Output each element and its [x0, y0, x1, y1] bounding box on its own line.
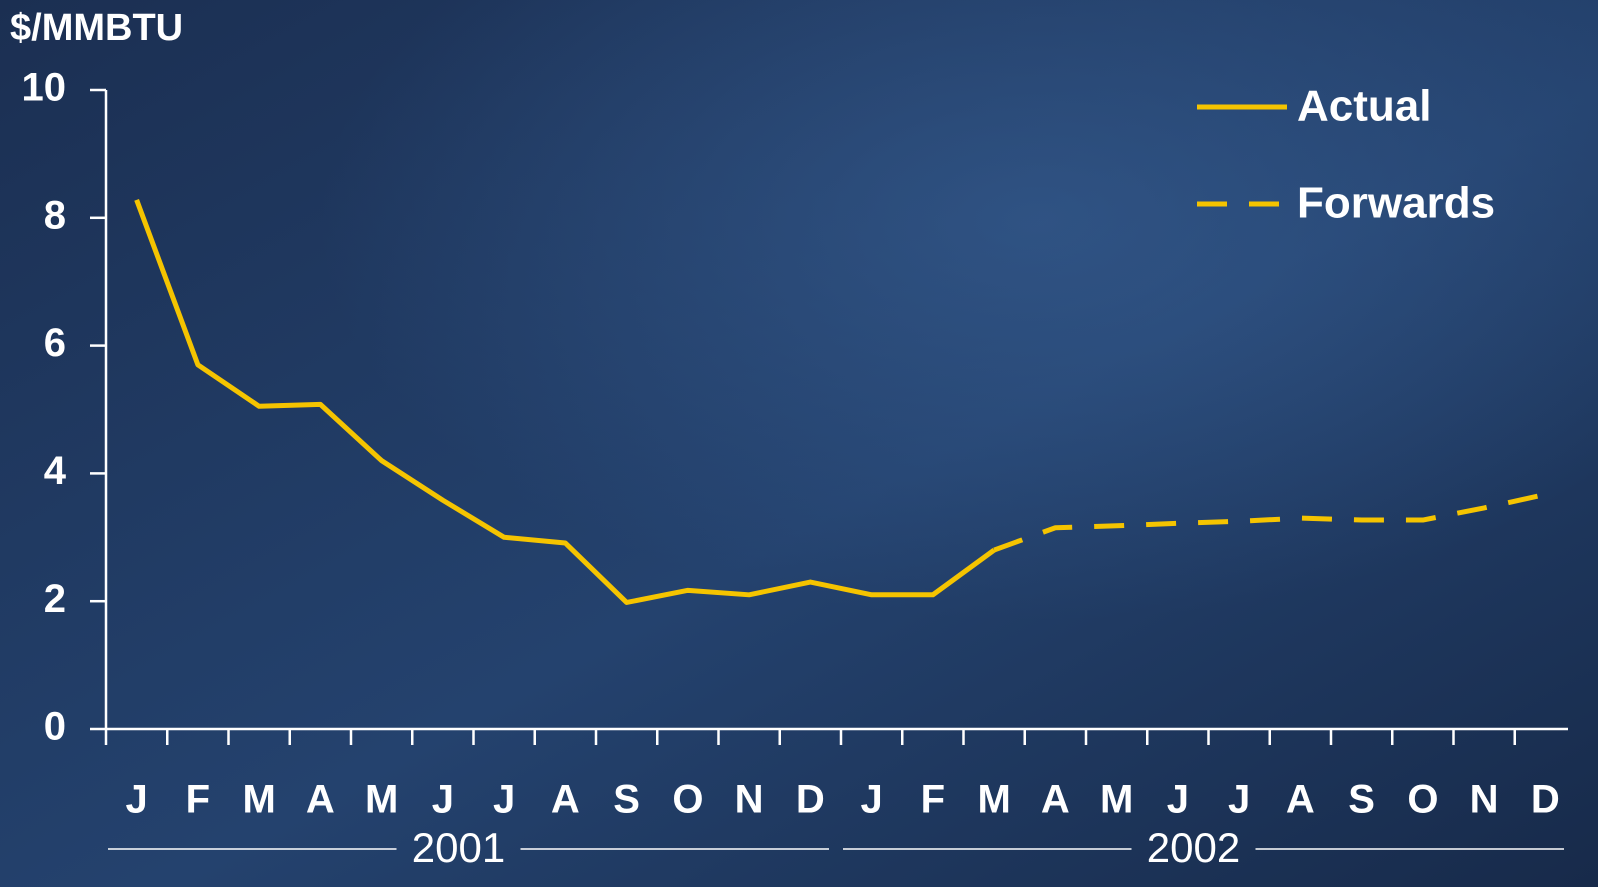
x-tick-label: M: [242, 778, 275, 822]
x-tick-label: J: [861, 778, 883, 822]
y-tick-label: 10: [22, 66, 67, 110]
x-tick-label: O: [1407, 778, 1438, 822]
x-tick-label: M: [977, 778, 1010, 822]
x-tick-label: A: [306, 778, 335, 822]
group-label: 2001: [412, 824, 505, 871]
x-tick-label: A: [551, 778, 580, 822]
y-tick-label: 2: [44, 577, 66, 621]
group-label: 2002: [1147, 824, 1240, 871]
x-tick-label: J: [432, 778, 454, 822]
x-tick-label: F: [186, 778, 210, 822]
x-tick-label: S: [613, 778, 640, 822]
x-tick-label: J: [1167, 778, 1189, 822]
y-tick-label: 6: [44, 321, 66, 365]
x-tick-label: A: [1041, 778, 1070, 822]
y-tick-label: 8: [44, 193, 66, 237]
series-line: [134, 199, 996, 605]
x-tick-label: N: [735, 778, 764, 822]
x-tick-label: D: [796, 778, 825, 822]
x-tick-label: O: [672, 778, 703, 822]
legend-label: Forwards: [1297, 179, 1495, 228]
x-tick-label: M: [365, 778, 398, 822]
y-tick-label: 4: [44, 449, 67, 493]
x-tick-label: D: [1531, 778, 1560, 822]
x-tick-label: S: [1348, 778, 1375, 822]
x-tick-label: N: [1470, 778, 1499, 822]
x-tick-label: J: [1228, 778, 1250, 822]
legend-label: Actual: [1297, 82, 1431, 131]
x-tick-label: M: [1100, 778, 1133, 822]
y-tick-label: 0: [44, 705, 66, 749]
y-axis-label: $/MMBTU: [10, 7, 183, 49]
x-tick-label: J: [493, 778, 515, 822]
x-tick-label: A: [1286, 778, 1315, 822]
series-line: [993, 492, 1546, 553]
x-tick-label: F: [921, 778, 945, 822]
x-tick-label: J: [126, 778, 148, 822]
